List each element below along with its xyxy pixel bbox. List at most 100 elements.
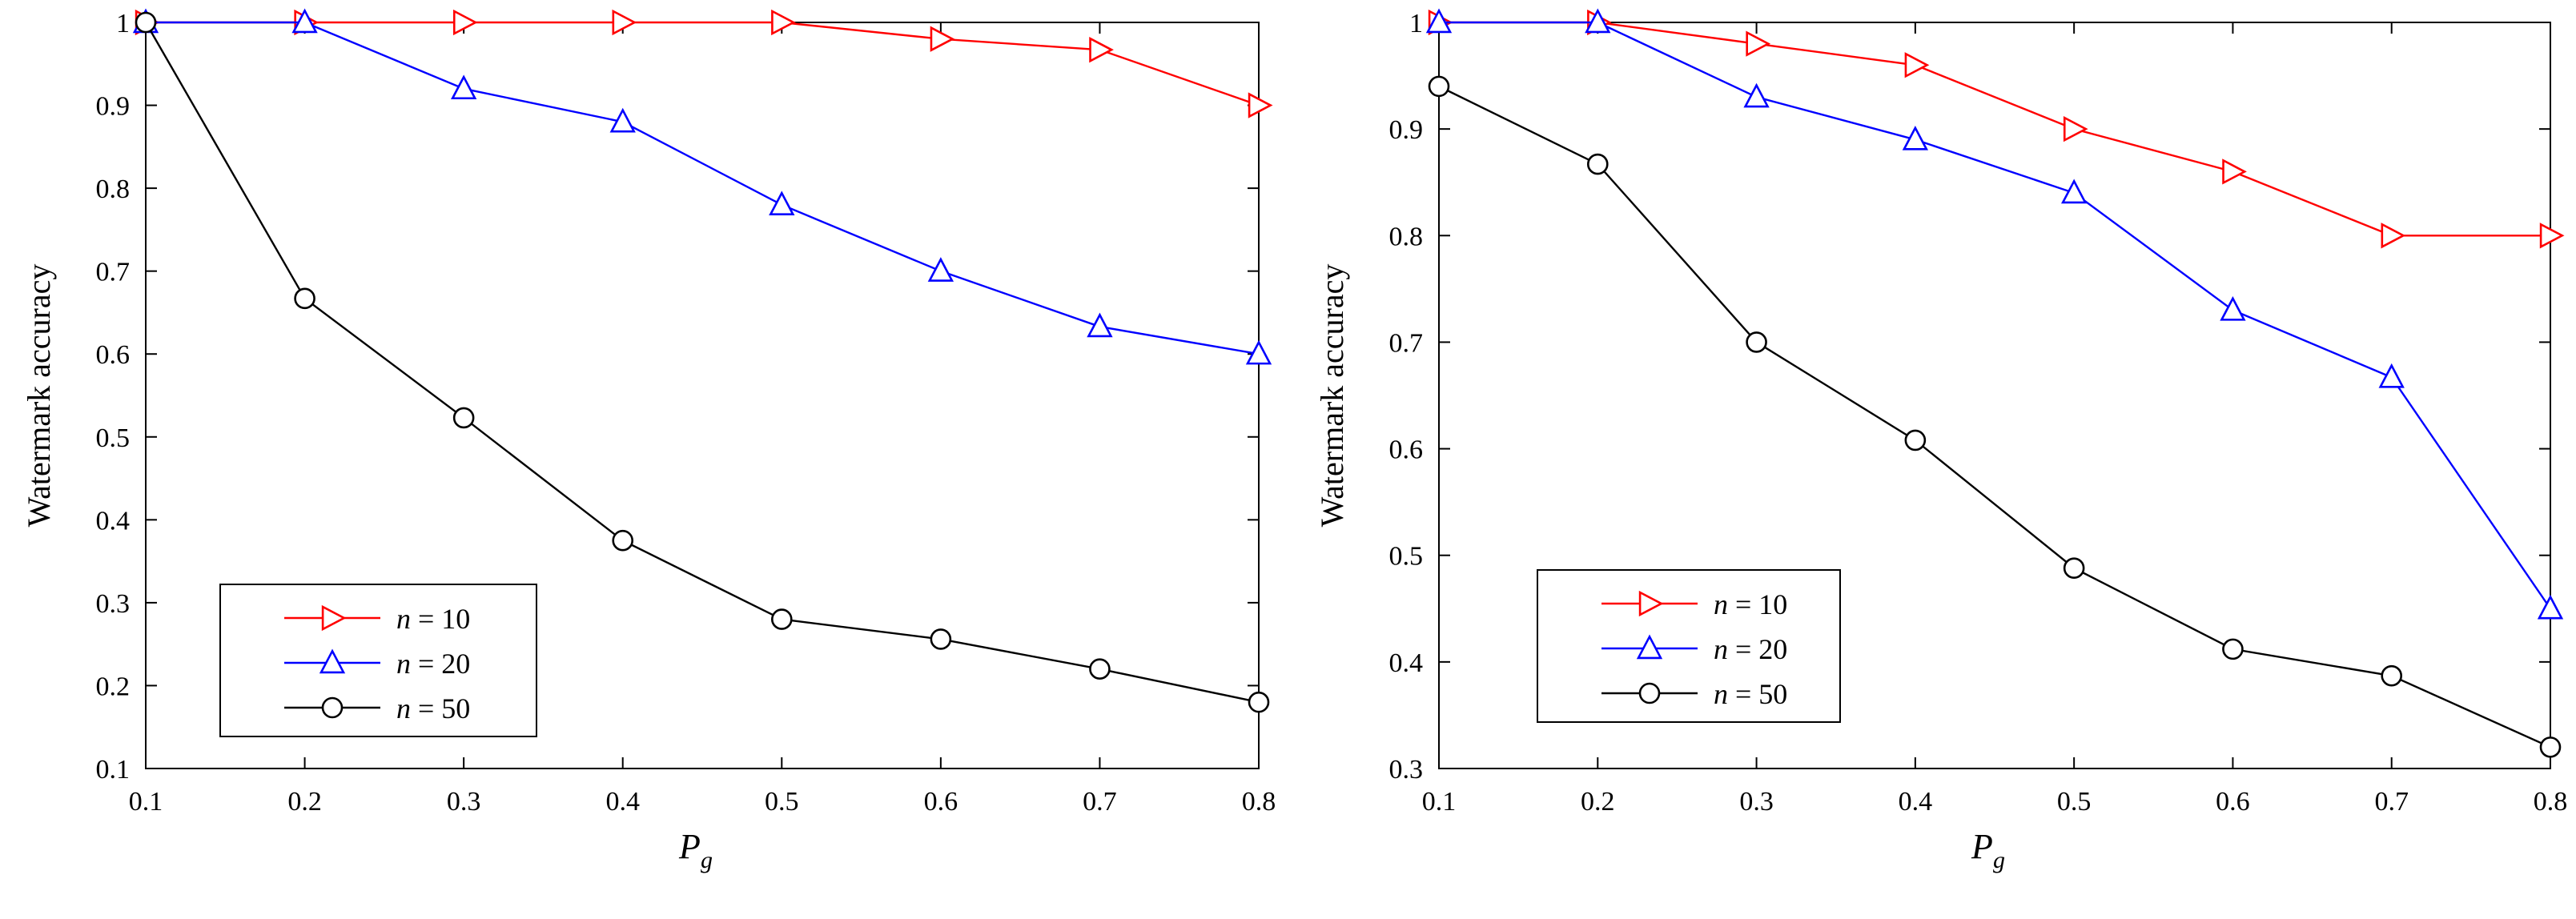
data-point-series-3 [1746, 331, 1767, 353]
y-tick-label: 0.3 [1389, 755, 1424, 785]
data-point-series-2 [291, 8, 318, 34]
y-tick-label: 0.9 [96, 92, 131, 122]
legend-box [219, 584, 537, 737]
y-tick-label: 0.1 [96, 755, 131, 785]
data-point-series-2 [450, 74, 477, 100]
x-tick-label: 0.3 [447, 787, 481, 817]
data-point-series-3 [2539, 736, 2562, 758]
data-point-series-3 [2222, 638, 2244, 660]
data-point-series-1 [2539, 223, 2565, 249]
x-tick-label: 0.1 [129, 787, 163, 817]
y-tick-label: 0.5 [1389, 542, 1424, 572]
series-line-3 [144, 22, 1260, 704]
y-tick-label: 0.6 [1389, 435, 1424, 465]
data-point-series-1 [2063, 115, 2088, 142]
data-point-series-3 [930, 628, 952, 650]
data-point-series-1 [612, 9, 637, 36]
data-point-series-2 [1425, 8, 1453, 34]
legend-marker [1638, 590, 1664, 617]
data-point-series-3 [2381, 664, 2403, 687]
y-tick-label: 0.6 [96, 340, 131, 370]
x-axis-label: Pg [1971, 827, 2005, 873]
y-tick-label: 0.4 [1389, 648, 1424, 678]
x-tick-label: 0.8 [2534, 787, 2568, 817]
legend-label: n = 20 [396, 648, 470, 680]
legend-box [1537, 569, 1841, 723]
series-line-1 [146, 21, 1260, 106]
data-point-series-2 [769, 191, 795, 216]
y-tick-label: 0.8 [1389, 222, 1424, 251]
x-tick-label: 0.3 [1739, 787, 1774, 817]
data-point-series-3 [294, 287, 315, 310]
legend-marker [321, 604, 347, 632]
legend-label: n = 20 [1714, 633, 1787, 665]
data-point-series-3 [135, 11, 157, 34]
x-tick-label: 0.4 [605, 787, 640, 817]
legend-marker [1636, 634, 1663, 660]
legend-marker [319, 648, 346, 674]
y-tick-label: 1 [116, 9, 130, 38]
data-point-series-2 [1743, 82, 1770, 108]
data-point-series-3 [452, 407, 475, 429]
series-line-2 [146, 21, 1260, 355]
x-tick-label: 0.6 [2216, 787, 2250, 817]
data-point-series-3 [612, 529, 634, 552]
data-point-series-2 [1087, 312, 1113, 338]
data-point-series-1 [1904, 52, 1930, 78]
data-point-series-1 [1248, 92, 1273, 118]
data-point-series-2 [2537, 594, 2564, 620]
legend-label: n = 50 [396, 692, 470, 724]
data-point-series-3 [1089, 658, 1111, 680]
legend-label: n = 10 [396, 603, 470, 635]
x-tick-label: 0.6 [924, 787, 958, 817]
data-point-series-3 [1428, 75, 1450, 98]
data-point-series-3 [1248, 691, 1270, 713]
data-point-series-2 [1245, 339, 1272, 365]
y-tick-label: 0.5 [96, 423, 131, 453]
series-line-3 [1438, 85, 2551, 748]
data-point-series-3 [770, 608, 793, 630]
data-point-series-1 [930, 26, 955, 52]
x-tick-label: 0.7 [2374, 787, 2409, 817]
data-point-series-1 [452, 9, 478, 36]
x-tick-label: 0.5 [765, 787, 799, 817]
y-axis-label: Watermark accuracy [21, 264, 57, 528]
data-point-series-1 [1746, 30, 1771, 57]
x-tick-label: 0.8 [1242, 787, 1276, 817]
y-axis-label: Watermark accuracy [1314, 264, 1350, 528]
chart-left: 0.1 0.2 0.3 0.4 0.5 0.6 0.7 0.8 0.1 0.2 0.3 0.4 0.5 0… [21, 8, 1276, 873]
legend-label: n = 50 [1714, 678, 1787, 710]
data-point-series-3 [1586, 153, 1609, 175]
data-point-series-1 [1089, 37, 1114, 63]
legend-marker [321, 696, 344, 719]
data-point-series-2 [1585, 8, 1611, 34]
y-tick-label: 0.4 [96, 506, 131, 536]
data-point-series-2 [609, 107, 636, 133]
data-point-series-1 [2381, 223, 2406, 249]
plot-frame [1438, 22, 2551, 769]
x-tick-label: 0.5 [2057, 787, 2092, 817]
x-tick-label: 0.2 [287, 787, 322, 817]
y-tick-label: 0.2 [96, 672, 131, 701]
x-tick-label: 0.7 [1083, 787, 1117, 817]
series-line-2 [1439, 21, 2551, 609]
x-tick-label: 0.4 [1899, 787, 1933, 817]
y-tick-label: 0.7 [96, 258, 131, 287]
data-point-series-2 [927, 257, 954, 282]
data-point-series-3 [2063, 557, 2085, 579]
x-tick-label: 0.1 [1422, 787, 1457, 817]
y-tick-label: 0.8 [96, 175, 131, 204]
series-line-1 [1439, 21, 2550, 237]
y-tick-label: 0.3 [96, 589, 131, 619]
data-point-series-1 [2222, 159, 2247, 185]
data-point-series-2 [2220, 295, 2246, 321]
y-tick-label: 1 [1409, 9, 1423, 38]
data-point-series-2 [1902, 125, 1929, 150]
data-point-series-2 [2060, 179, 2088, 204]
x-tick-label: 0.2 [1581, 787, 1615, 817]
data-point-series-3 [1904, 429, 1927, 451]
data-point-series-2 [2378, 363, 2405, 388]
legend-marker [1638, 682, 1661, 704]
y-tick-label: 0.7 [1389, 328, 1424, 358]
